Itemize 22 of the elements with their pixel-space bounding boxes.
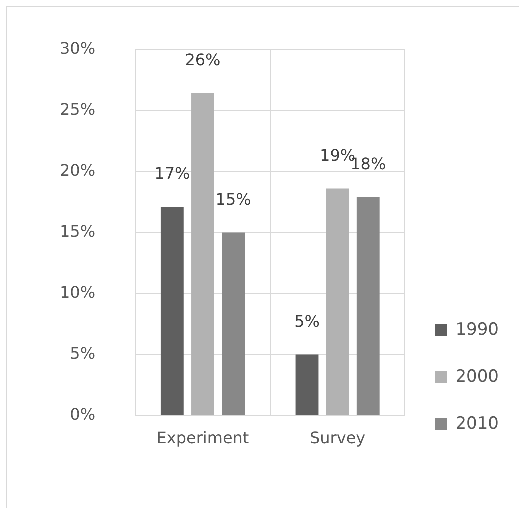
y-tick-label: 25% bbox=[60, 100, 96, 119]
bar bbox=[160, 207, 184, 416]
data-label: 17% bbox=[154, 164, 190, 184]
bar bbox=[326, 188, 350, 416]
legend-label: 2000 bbox=[456, 366, 499, 387]
y-tick-label: 15% bbox=[60, 222, 96, 241]
y-tick-label: 30% bbox=[60, 38, 96, 58]
bar bbox=[356, 197, 380, 416]
bar bbox=[192, 94, 214, 416]
data-label: 15% bbox=[216, 190, 252, 209]
y-tick-label: 20% bbox=[60, 160, 96, 180]
y-tick-label: 0% bbox=[70, 404, 96, 424]
x-tick-label: Experiment bbox=[156, 428, 250, 448]
data-label: 26% bbox=[185, 50, 221, 70]
legend-label: 1990 bbox=[456, 320, 499, 340]
data-label: 5% bbox=[294, 312, 320, 331]
bar bbox=[296, 354, 319, 416]
y-tick-label: 5% bbox=[70, 344, 96, 363]
x-tick-label: Survey bbox=[310, 428, 366, 448]
bar bbox=[222, 232, 246, 416]
y-tick-label: 10% bbox=[60, 282, 96, 302]
legend-label: 2010 bbox=[456, 414, 499, 434]
